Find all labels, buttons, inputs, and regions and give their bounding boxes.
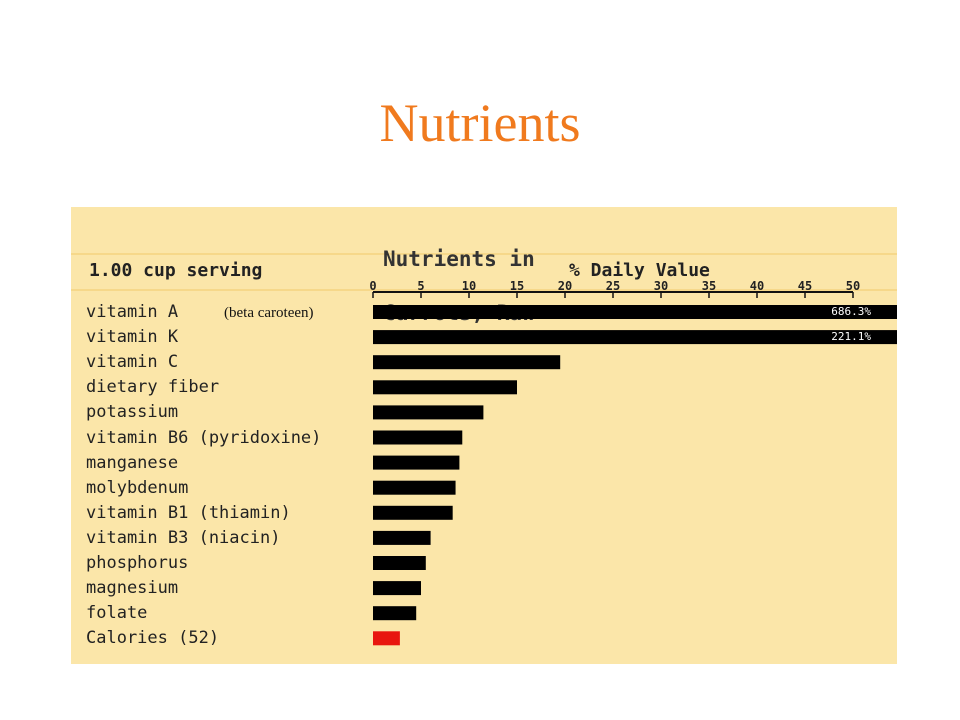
nutrient-label: magnesium: [86, 578, 179, 599]
x-tick-label: 30: [654, 279, 668, 293]
chart-title-line-1: Nutrients in: [383, 247, 535, 271]
bar: [373, 380, 517, 395]
bar: [373, 530, 431, 545]
divider-strip: [71, 253, 897, 255]
nutrient-label: dietary fiber: [86, 377, 220, 398]
x-tick-label: 40: [750, 279, 764, 293]
daily-value-axis-label: % Daily Value: [569, 260, 710, 281]
x-tick-label: 0: [369, 279, 376, 293]
divider-strip: [71, 289, 897, 291]
nutrient-label: potassium: [86, 402, 179, 423]
nutrient-label: vitamin B1 (thiamin): [86, 502, 291, 523]
x-tick-label: 45: [798, 279, 812, 293]
nutrient-chart-panel: Nutrients in Carrots, Raw 1.00 cup servi…: [71, 207, 897, 664]
nutrient-label: folate: [86, 603, 148, 624]
nutrient-label: vitamin A: [86, 302, 179, 322]
bar: [373, 355, 561, 370]
x-tick-label: 15: [510, 279, 524, 293]
nutrient-label: vitamin B6 (pyridoxine): [86, 427, 322, 448]
bar: [373, 480, 456, 495]
slide-title: Nutrients: [379, 93, 581, 153]
bar: [373, 330, 897, 345]
x-tick-label: 35: [702, 279, 716, 293]
bar: [373, 505, 453, 520]
x-tick-label: 5: [417, 279, 424, 293]
bar: [373, 581, 421, 596]
bar: [373, 455, 460, 470]
x-tick-label: 10: [462, 279, 476, 293]
nutrient-label: vitamin C: [86, 352, 179, 373]
nutrient-label: vitamin K: [86, 327, 179, 348]
nutrient-label: Calories (52): [86, 628, 220, 649]
bar-value-label: 221.1%: [831, 330, 871, 344]
bar: [373, 631, 400, 646]
nutrient-label: vitamin B3 (niacin): [86, 527, 281, 548]
bar-chart: 0 5 10 15 20 25 30 35 40 45 50: [369, 279, 897, 646]
nutrient-label: manganese: [86, 452, 179, 473]
bar-value-label: 686.3%: [831, 305, 871, 318]
serving-size-label: 1.00 cup serving: [89, 260, 263, 281]
bar: [373, 405, 484, 420]
x-tick-label: 50: [846, 279, 860, 293]
nutrient-label: phosphorus: [86, 553, 189, 573]
bar: [373, 556, 426, 570]
x-tick-label: 20: [558, 279, 572, 293]
nutrient-label: molybdenum: [86, 477, 189, 498]
bar: [373, 606, 417, 621]
bar: [373, 430, 463, 445]
x-tick-label: 25: [606, 279, 620, 293]
beta-carotene-note: (beta caroteen): [223, 305, 315, 322]
bar: [373, 305, 897, 319]
